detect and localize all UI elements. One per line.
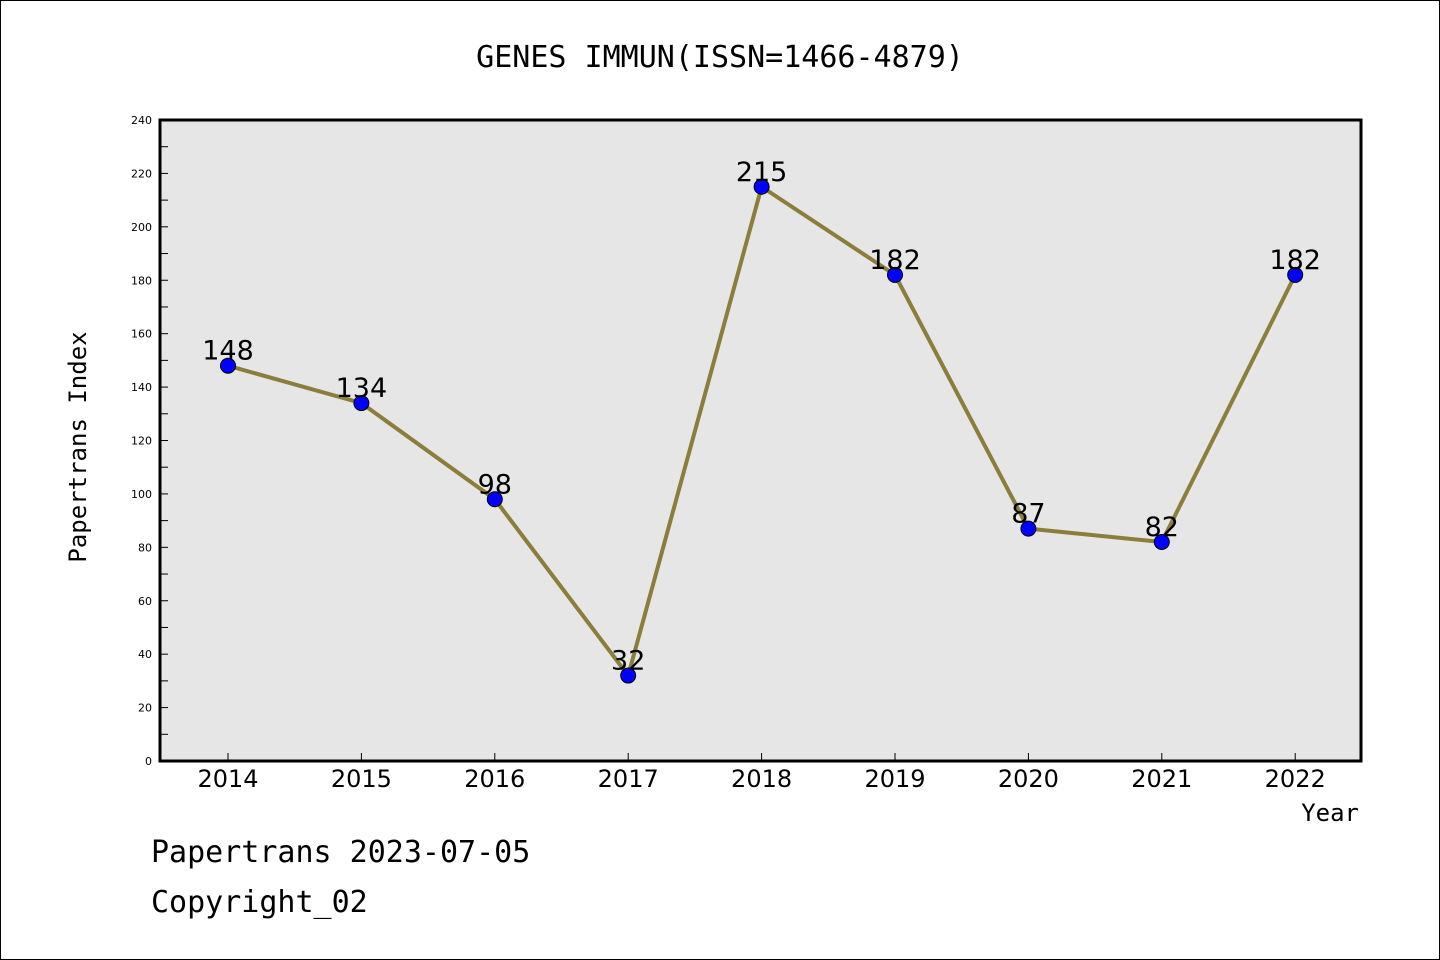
y-tick-label: 220 bbox=[131, 167, 152, 180]
data-label: 82 bbox=[1145, 512, 1179, 543]
x-tick-label: 2018 bbox=[731, 765, 792, 793]
data-label: 134 bbox=[336, 373, 388, 404]
y-tick-label: 80 bbox=[138, 541, 152, 554]
footer-copyright: Copyright_02 bbox=[151, 885, 368, 920]
data-point bbox=[753, 178, 770, 195]
data-point bbox=[486, 491, 503, 508]
y-tick-label: 60 bbox=[138, 595, 152, 608]
y-tick-label: 20 bbox=[138, 702, 152, 715]
chart-title: GENES IMMUN(ISSN=1466-4879) bbox=[476, 40, 964, 75]
y-tick-label: 120 bbox=[131, 435, 152, 448]
data-label: 148 bbox=[202, 336, 254, 367]
x-tick-label: 2014 bbox=[197, 765, 258, 793]
data-label: 215 bbox=[736, 157, 788, 188]
x-tick-label: 2019 bbox=[864, 765, 925, 793]
data-point bbox=[1287, 266, 1304, 283]
y-axis: 0 20 40 60 80 100 120 140 160 180 200 220 240 bbox=[131, 114, 168, 768]
data-label: 98 bbox=[478, 469, 512, 500]
data-label: 87 bbox=[1011, 499, 1045, 530]
y-tick-label: 200 bbox=[131, 221, 152, 234]
data-point bbox=[620, 667, 637, 684]
footer-date: Papertrans 2023-07-05 bbox=[151, 835, 531, 870]
y-tick-label: 180 bbox=[131, 274, 152, 287]
y-tick-label: 240 bbox=[131, 114, 152, 127]
data-point bbox=[353, 395, 370, 412]
y-tick-label: 40 bbox=[138, 648, 152, 661]
x-tick-label: 2015 bbox=[331, 765, 392, 793]
y-tick-label: 100 bbox=[131, 488, 152, 501]
y-tick-label: 140 bbox=[131, 381, 152, 394]
y-tick-label: 0 bbox=[145, 755, 152, 768]
plot-area bbox=[158, 118, 1363, 763]
x-axis-label: Year bbox=[1301, 799, 1359, 827]
x-tick-label: 2020 bbox=[998, 765, 1059, 793]
data-point bbox=[1020, 520, 1037, 537]
data-label: 32 bbox=[611, 646, 645, 677]
data-label: 182 bbox=[869, 245, 921, 276]
x-tick-label: 2022 bbox=[1265, 765, 1326, 793]
x-tick-label: 2016 bbox=[464, 765, 525, 793]
x-tick-label: 2017 bbox=[598, 765, 659, 793]
series-layer: 148 134 98 32 215 182 87 82 182 bbox=[202, 157, 1321, 684]
data-point bbox=[220, 357, 236, 374]
data-point bbox=[887, 266, 903, 283]
data-point bbox=[1153, 533, 1170, 550]
y-axis-label: Papertrans Index bbox=[64, 331, 92, 562]
y-tick-label: 160 bbox=[131, 328, 152, 341]
x-axis: 2014 2015 2016 2017 2018 2019 2020 2021 2022 bbox=[197, 753, 1326, 793]
data-label: 182 bbox=[1269, 245, 1321, 276]
x-tick-label: 2021 bbox=[1131, 765, 1192, 793]
